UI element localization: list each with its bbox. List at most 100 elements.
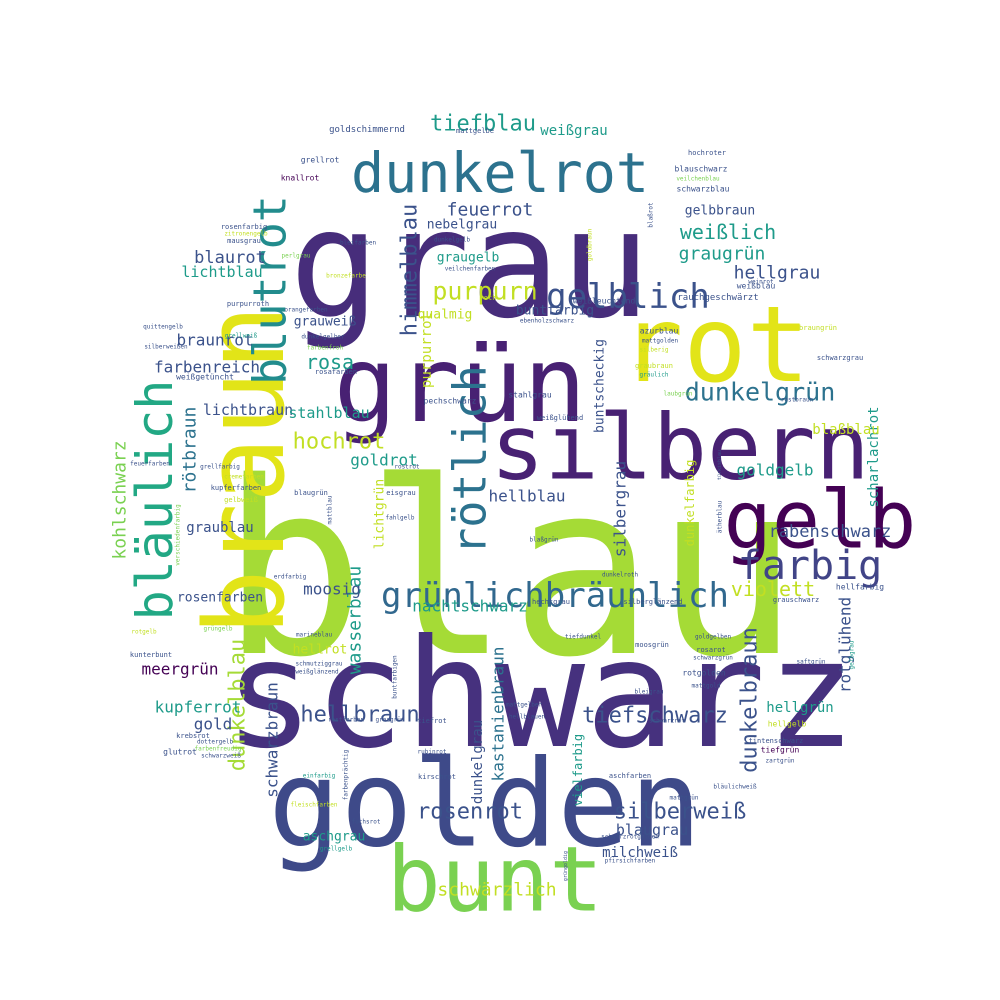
word-kupferrot: kupferrot xyxy=(155,698,242,717)
word-blaurot: blaurot xyxy=(194,248,266,268)
word-glutrot: glutrot xyxy=(163,748,197,757)
word-weissgetuencht: weißgetüncht xyxy=(176,373,234,382)
word-hellblau: hellblau xyxy=(488,487,565,506)
word-purpurrot: purpurrot xyxy=(419,312,435,388)
word-saftgruen: saftgrün xyxy=(797,659,826,666)
word-goldbraun: goldbraun xyxy=(587,228,594,261)
word-hochroter: hochroter xyxy=(688,149,726,157)
word-rosa: rosa xyxy=(306,350,354,374)
word-vielfarbig: vielfarbig xyxy=(571,734,585,806)
word-pechschwarz: pechschwarz xyxy=(424,397,477,406)
word-tintenschwarz: tintenschwarz xyxy=(749,737,804,745)
word-lichtblau: lichtblau xyxy=(181,263,262,281)
word-mausgrau: mausgrau xyxy=(227,237,261,245)
word-erdfarbig: erdfarbig xyxy=(274,574,307,581)
word-rosenfarbig: rosenfarbig xyxy=(221,223,267,231)
word-dottergelb: dottergelb xyxy=(197,739,234,746)
word-blassrot: blaßrot xyxy=(648,202,655,228)
word-silberig: silberig xyxy=(640,347,669,354)
word-silberglaenzend: silberglänzend xyxy=(623,598,682,606)
word-graugruen: graugrün xyxy=(679,244,766,265)
word-graubraun: graubraun xyxy=(635,362,673,370)
word-violett: violett xyxy=(731,577,815,601)
word-einfarbig: einfarbig xyxy=(303,773,336,780)
word-gelbbraun: gelbbraun xyxy=(685,204,755,219)
word-tiefgruen: tiefgrün xyxy=(761,746,800,755)
word-mattgold: mattgold xyxy=(692,683,721,690)
word-dunkelroth: dunkelroth xyxy=(602,572,639,579)
word-kastanienbraun: kastanienbraun xyxy=(489,647,508,782)
word-gelbweiss: gelbweiß xyxy=(224,496,258,504)
word-schwarz: schwarz xyxy=(224,608,856,782)
word-dunkelgrau: dunkelgrau xyxy=(470,720,486,804)
word-schwaerzlich: schwärzlich xyxy=(437,880,556,901)
word-blaugruen: blaugrün xyxy=(294,489,328,497)
word-dunkelgelb: dunkelgelb xyxy=(434,237,471,244)
word-schwarzgrau: schwarzgrau xyxy=(817,354,863,362)
word-zitronengelb: zitronengelb xyxy=(224,231,268,238)
word-tiefrot: tiefrot xyxy=(417,717,447,725)
word-kohlschwarz: kohlschwarz xyxy=(110,440,131,559)
word-rotgelb: rotgelb xyxy=(131,629,157,636)
word-mattgolden: mattgolden xyxy=(642,338,679,345)
word-blutrot: blutrot xyxy=(244,195,297,385)
word-mattgelber: mattgelber xyxy=(506,702,543,709)
word-rabenschwarz: rabenschwarz xyxy=(769,522,892,542)
word-blaeulich: bläulich xyxy=(126,380,184,621)
word-roetlich: rötlich xyxy=(444,365,497,555)
word-marineblau: marineblau xyxy=(296,632,333,639)
word-weissgluehend: weißglühend xyxy=(537,414,583,422)
word-gruengoldig: grüngoldig xyxy=(563,851,569,881)
word-stahlgrau: stahlgrau xyxy=(508,391,552,400)
word-rosenrot: rosenrot xyxy=(417,800,523,825)
word-schwarzgruen: schwarzgrün xyxy=(693,655,733,662)
word-verschiedenfarbig: verschiedenfarbig xyxy=(175,504,182,566)
word-blassgruen: blaßgrün xyxy=(530,537,559,544)
word-quittengelb: quittengelb xyxy=(143,324,183,331)
word-perlgrau: perlgrau xyxy=(282,253,311,260)
word-dunkelrot: dunkelrot xyxy=(351,141,649,205)
word-gelbgrau: gelbgrau xyxy=(849,640,856,669)
word-zartgruen: zartgrün xyxy=(766,758,795,765)
word-schmutziggrau: schmutziggrau xyxy=(296,661,343,668)
word-rotgluehend: rotglühend xyxy=(836,597,855,693)
word-nachtschwarz: nachtschwarz xyxy=(412,597,528,616)
word-dunkelgelber: dunkelgelber xyxy=(301,334,345,341)
word-bunt: bunt xyxy=(387,828,604,933)
word-schwarzrotgolden: schwarzrotgolden xyxy=(601,834,659,841)
word-purpurn: purpurn xyxy=(432,277,537,306)
word-dunkelbraun: dunkelbraun xyxy=(738,627,763,773)
word-gruengelb: grüngelb xyxy=(204,626,233,633)
word-eisgrau: eisgrau xyxy=(386,489,416,497)
word-blaugrau: blaugrau xyxy=(616,821,688,839)
word-farbenfreudig: farbenfreudig xyxy=(195,746,242,753)
word-mattblau: mattblau xyxy=(327,495,334,524)
word-tiefschwarz: tiefschwarz xyxy=(582,704,728,729)
word-meergruen: meergrün xyxy=(141,660,218,679)
word-hellblauen: hellblauen xyxy=(509,714,546,721)
word-rubinrot: rubinrot xyxy=(418,749,447,756)
word-braunrot: braunrot xyxy=(176,331,253,350)
word-gelb: gelb xyxy=(724,474,917,567)
word-kirschrot: kirschrot xyxy=(418,773,456,781)
word-weissleuchtend: weißleuchtend xyxy=(573,297,636,306)
word-dunkelfarbig: dunkelfarbig xyxy=(683,460,697,547)
word-grauweiss: grauweiß xyxy=(294,315,357,330)
word-fleischfarben: fleischfarben xyxy=(291,802,338,809)
word-blaeulichweiss: bläulichweiß xyxy=(713,784,757,791)
word-goldschimmernd: goldschimmernd xyxy=(329,125,405,135)
word-grau: grau xyxy=(289,178,650,352)
word-braungruen: braungrün xyxy=(799,324,837,332)
word-hellgruen: hellgrün xyxy=(766,700,833,716)
word-tiefdunkel: tiefdunkel xyxy=(565,634,602,641)
word-laubgruen: laubgrün xyxy=(664,391,693,398)
word-grasgruen: grasgrün xyxy=(376,717,405,724)
word-buntscheckig: buntscheckig xyxy=(593,339,608,433)
word-braun: braun xyxy=(181,304,309,635)
word-silbern: silbern xyxy=(490,396,869,501)
word-knallrot: knallrot xyxy=(281,174,320,183)
word-purpurroth: purpurroth xyxy=(227,300,269,308)
word-bronzefarbe: bronzefarbe xyxy=(326,273,366,280)
word-tiefblau: tiefblau xyxy=(430,112,536,137)
word-bleigrau: bleigrau xyxy=(635,689,664,696)
